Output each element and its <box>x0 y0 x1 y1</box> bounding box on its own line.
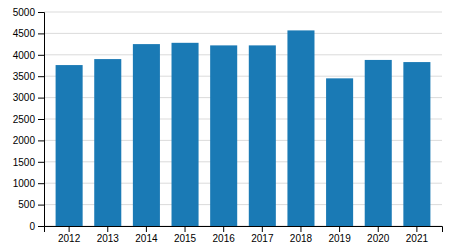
grid-line <box>44 12 442 13</box>
x-tick: 2012 <box>58 226 81 244</box>
y-tick-mark <box>38 162 44 163</box>
x-tick-mark <box>69 226 70 232</box>
x-tick-label: 2019 <box>328 233 351 244</box>
bar <box>94 59 121 226</box>
y-tick-label: 4000 <box>13 50 36 61</box>
x-tick: 2017 <box>251 226 274 244</box>
y-axis: 0 500 1000 1500 2000 2500 3000 3500 4000 4500 5000 <box>13 7 45 232</box>
y-tick-mark <box>38 183 44 184</box>
x-tick: 2014 <box>135 226 158 244</box>
y-tick: 4500 <box>13 28 44 39</box>
bar <box>56 65 83 226</box>
bar <box>172 43 199 226</box>
x-tick-label: 2015 <box>174 233 197 244</box>
y-tick: 3000 <box>13 92 44 103</box>
x-tick-label: 2013 <box>97 233 120 244</box>
y-tick-label: 1000 <box>13 178 36 189</box>
x-tick: 2016 <box>213 226 236 244</box>
x-tick-mark <box>339 226 340 232</box>
y-tick: 2000 <box>13 135 44 146</box>
y-tick-mark <box>38 55 44 56</box>
y-tick-mark <box>38 205 44 206</box>
y-tick-mark <box>38 140 44 141</box>
chart-container: 2012 2013 2014 2015 2016 2017 2018 2019 2020 2021… <box>0 0 454 252</box>
x-tick-mark <box>185 226 186 232</box>
x-tick-label: 2021 <box>406 233 429 244</box>
x-tick-label: 2014 <box>135 233 158 244</box>
bar <box>326 78 353 226</box>
chart-svg: 2012 2013 2014 2015 2016 2017 2018 2019 2020 2021… <box>0 0 454 252</box>
bar <box>210 45 237 226</box>
x-tick: 2013 <box>97 226 120 244</box>
y-tick-label: 3000 <box>13 92 36 103</box>
grid-line <box>44 33 442 34</box>
x-tick-label: 2012 <box>58 233 81 244</box>
x-tick-label: 2017 <box>251 233 274 244</box>
x-tick-label: 2016 <box>213 233 236 244</box>
y-tick: 2500 <box>13 114 44 125</box>
x-tick-label: 2018 <box>290 233 313 244</box>
x-tick: 2019 <box>328 226 351 244</box>
y-tick-mark <box>38 226 44 227</box>
x-tick-mark <box>262 226 263 232</box>
y-tick: 3500 <box>13 71 44 82</box>
y-tick: 500 <box>18 199 44 210</box>
x-tick-mark <box>300 226 301 232</box>
y-tick: 0 <box>29 221 44 232</box>
y-tick: 1500 <box>13 157 44 168</box>
y-tick-mark <box>38 12 44 13</box>
y-tick-mark <box>38 76 44 77</box>
y-tick-label: 2000 <box>13 135 36 146</box>
bar <box>287 30 314 226</box>
x-axis-line <box>45 227 443 233</box>
grid <box>44 12 442 226</box>
y-axis-line <box>38 13 45 227</box>
x-axis: 2012 2013 2014 2015 2016 2017 2018 2019 2020 2021 <box>45 226 443 244</box>
x-tick-mark <box>223 226 224 232</box>
bar <box>133 44 160 226</box>
bar <box>249 45 276 226</box>
y-tick-label: 2500 <box>13 114 36 125</box>
y-tick-mark <box>38 98 44 99</box>
x-tick: 2015 <box>174 226 197 244</box>
y-tick-mark <box>38 119 44 120</box>
x-tick-label: 2020 <box>367 233 390 244</box>
x-tick: 2018 <box>290 226 313 244</box>
x-tick: 2020 <box>367 226 390 244</box>
bar <box>403 62 430 226</box>
plot-area: 2012 2013 2014 2015 2016 2017 2018 2019 2020 2021… <box>13 7 443 244</box>
y-tick: 5000 <box>13 7 44 18</box>
y-tick-label: 1500 <box>13 157 36 168</box>
x-tick: 2021 <box>406 226 429 244</box>
y-tick-label: 5000 <box>13 7 36 18</box>
y-tick: 1000 <box>13 178 44 189</box>
bar <box>365 60 392 226</box>
y-tick-label: 500 <box>18 199 35 210</box>
y-tick: 4000 <box>13 50 44 61</box>
x-tick-mark <box>416 226 417 232</box>
y-tick-label: 0 <box>29 221 35 232</box>
grid-line <box>44 54 442 55</box>
x-tick-mark <box>146 226 147 232</box>
y-tick-label: 4500 <box>13 28 36 39</box>
x-tick-mark <box>378 226 379 232</box>
y-tick-mark <box>38 33 44 34</box>
bars <box>56 30 431 226</box>
y-tick-label: 3500 <box>13 71 36 82</box>
x-tick-mark <box>107 226 108 232</box>
